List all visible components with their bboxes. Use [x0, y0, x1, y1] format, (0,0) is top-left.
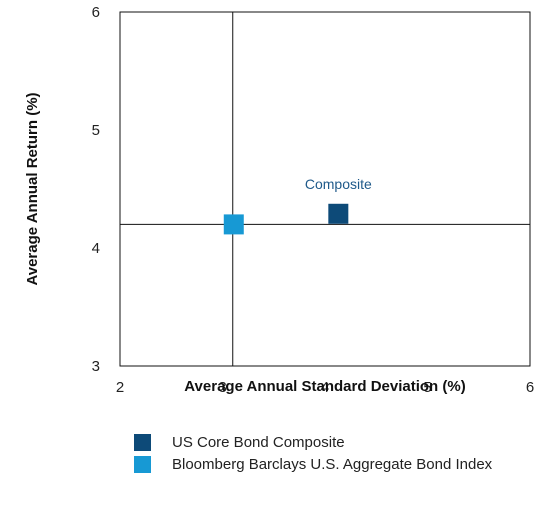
y-tick-label: 3: [92, 358, 100, 375]
data-point-index: [223, 214, 244, 235]
legend: US Core Bond Composite Bloomberg Barclay…: [134, 432, 524, 476]
plot-area: [119, 11, 531, 367]
legend-label-index: Bloomberg Barclays U.S. Aggregate Bond I…: [172, 456, 493, 473]
point-annotation: Composite: [305, 176, 372, 192]
y-axis-title: Average Annual Return (%): [24, 92, 41, 285]
x-axis-title: Average Annual Standard Deviation (%): [184, 378, 465, 395]
y-tick-label: 6: [92, 4, 100, 21]
x-tick-label: 4: [321, 379, 329, 396]
legend-swatch-composite: [134, 434, 151, 451]
x-tick-label: 2: [116, 379, 124, 396]
legend-item-index: Bloomberg Barclays U.S. Aggregate Bond I…: [134, 454, 524, 475]
legend-swatch-index: [134, 456, 151, 473]
legend-item-composite: US Core Bond Composite: [134, 432, 524, 453]
data-point-composite: [328, 203, 349, 224]
legend-label-composite: US Core Bond Composite: [172, 434, 345, 451]
y-tick-label: 5: [92, 122, 100, 139]
y-tick-label: 4: [92, 240, 100, 257]
x-tick-label: 3: [218, 379, 226, 396]
x-tick-label: 5: [423, 379, 431, 396]
x-tick-label: 6: [526, 379, 534, 396]
